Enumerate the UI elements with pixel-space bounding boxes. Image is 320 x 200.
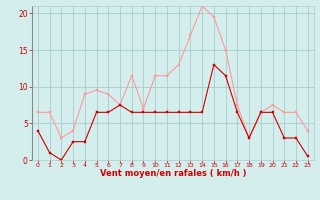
X-axis label: Vent moyen/en rafales ( km/h ): Vent moyen/en rafales ( km/h ): [100, 169, 246, 178]
